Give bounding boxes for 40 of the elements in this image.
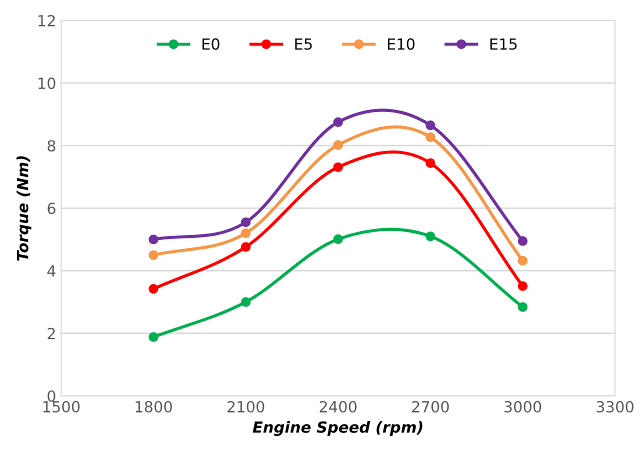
legend-label: E15 — [490, 38, 517, 50]
point — [148, 234, 158, 244]
y-tick-label: 12 — [38, 14, 55, 26]
legend-label: E5 — [295, 38, 312, 50]
x-tick-label: 2400 — [320, 400, 357, 413]
point — [333, 140, 343, 150]
point — [148, 332, 158, 342]
y-tick-label: 4 — [47, 265, 56, 277]
y-tick-label: 2 — [48, 328, 55, 340]
point — [518, 281, 528, 291]
point — [240, 297, 251, 307]
point — [240, 242, 251, 252]
point — [148, 250, 158, 260]
y-tick-label: 6 — [48, 202, 56, 214]
point — [240, 228, 251, 238]
x-tick-label: 1500 — [43, 400, 80, 413]
x-tick-label: 3300 — [596, 400, 634, 413]
point — [426, 231, 436, 242]
point — [518, 302, 528, 312]
point — [148, 284, 158, 294]
point — [240, 217, 251, 228]
y-axis-title: Torque (Nm) — [16, 156, 32, 261]
legend-label: E10 — [388, 38, 415, 50]
y-tick-label: 0 — [48, 390, 56, 402]
x-tick-label: 2700 — [412, 400, 449, 413]
point — [333, 162, 343, 172]
x-tick-label: 1800 — [136, 400, 172, 413]
point — [426, 158, 436, 168]
y-tick-label: 10 — [38, 78, 56, 90]
x-tick-label: 2100 — [227, 400, 264, 413]
point — [333, 117, 343, 127]
y-tick-label: 8 — [48, 140, 56, 152]
x-tick-label: 3000 — [504, 400, 542, 413]
point — [426, 132, 436, 142]
point — [518, 256, 528, 266]
legend-label: E0 — [202, 38, 220, 50]
point — [426, 120, 436, 130]
point — [333, 234, 343, 244]
point — [518, 236, 528, 246]
x-axis-title: Engine Speed (rpm) — [252, 421, 422, 436]
